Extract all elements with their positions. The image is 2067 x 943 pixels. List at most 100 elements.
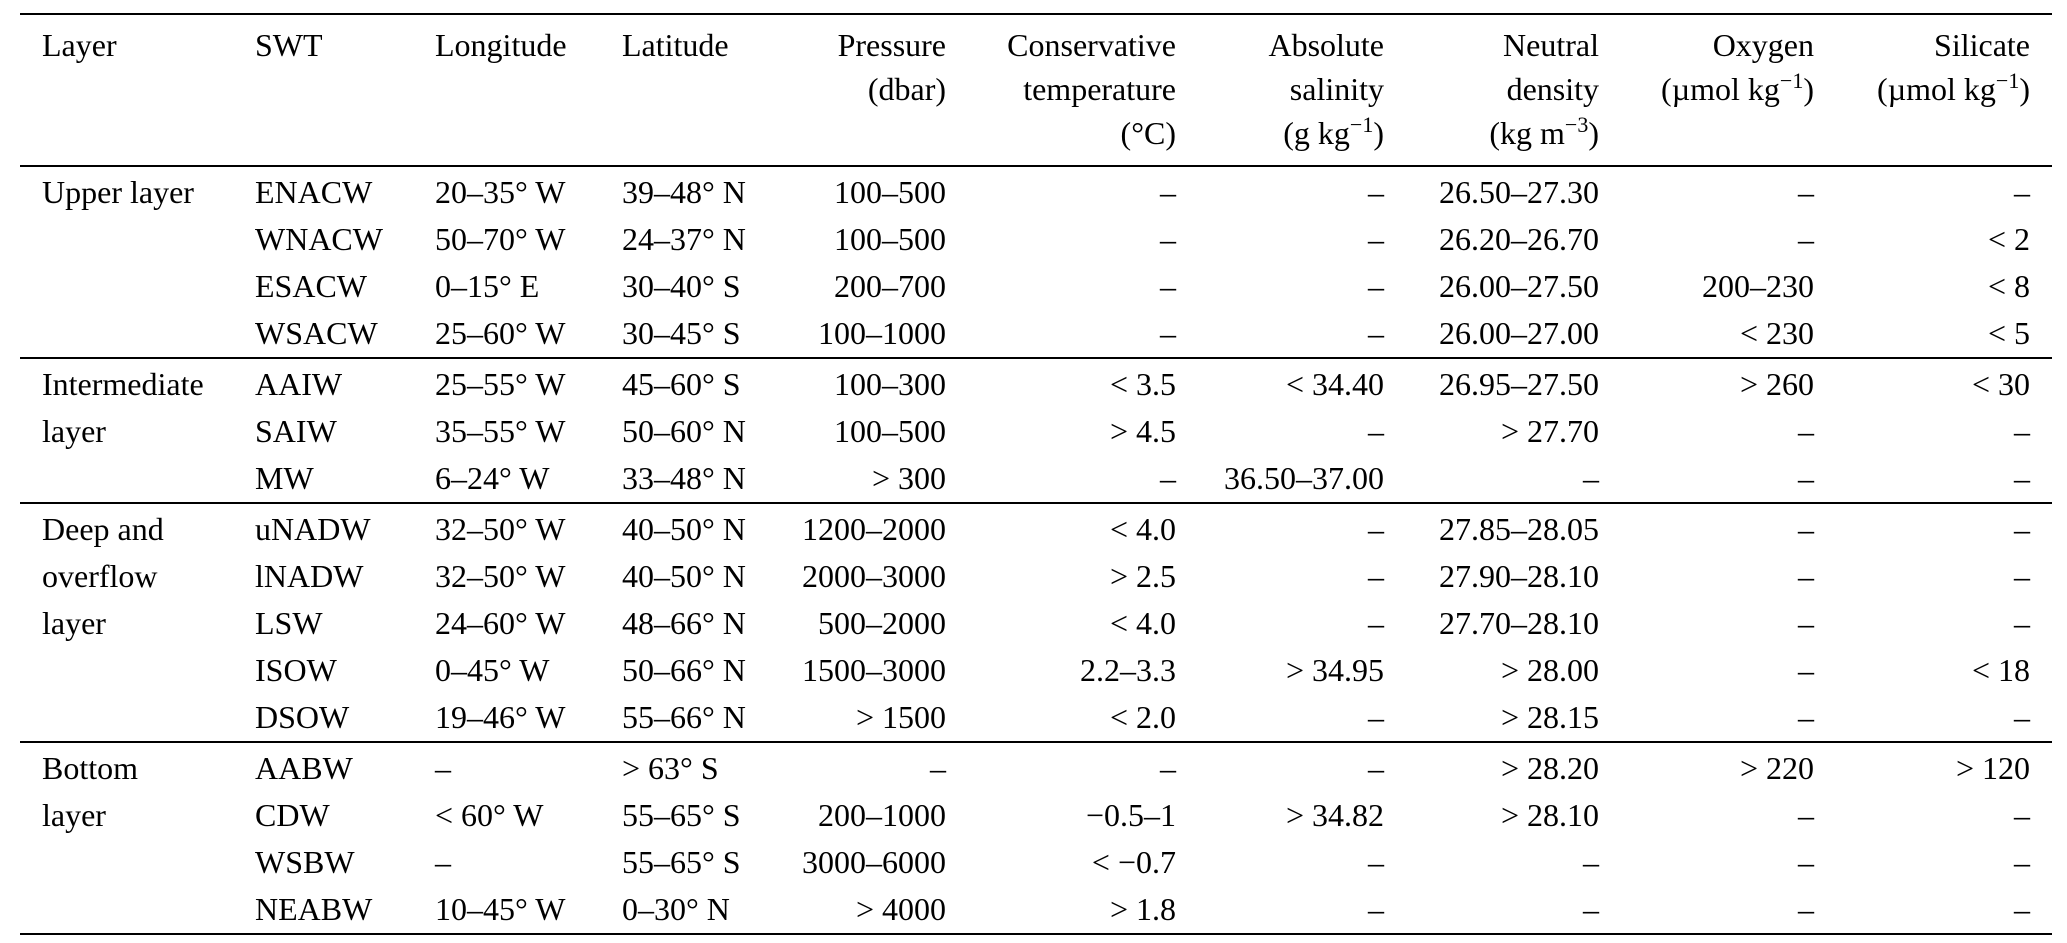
cell-salinity: – — [1368, 558, 1384, 594]
cell-silicate: – — [2014, 844, 2030, 880]
cell-longitude: 0–45° W — [435, 652, 550, 688]
cell-longitude: – — [435, 750, 451, 786]
cell-salinity: – — [1368, 268, 1384, 304]
layer-group-bottom: Bottom layer AABW – > 63° S – – – > 28.20 > 220 >… — [20, 742, 2052, 934]
cell-swt: ESACW — [255, 268, 367, 304]
cell-salinity: – — [1368, 844, 1384, 880]
cell-swt: AABW — [255, 750, 353, 786]
header-line: Pressure — [765, 23, 946, 67]
table-row: Deep and overflow layer uNADW 32–50° W 40–5… — [20, 503, 2052, 641]
cell-temperature: – — [1160, 221, 1176, 257]
cell-silicate: < 30 — [1971, 366, 2030, 402]
header-text: ) — [2019, 71, 2030, 107]
cell-density: > 28.20 — [1500, 750, 1599, 786]
table-row: ISOW 0–45° W 50–66° N 1500–3000 2.2–3.3 > 34.… — [20, 647, 2052, 694]
header-line: SWT — [255, 23, 435, 67]
cell-latitude: 40–50° N — [622, 558, 746, 594]
cell-longitude: 32–50° W — [435, 558, 566, 594]
cell-pressure: 1500–3000 — [802, 652, 946, 688]
table-row: WSBW – 55–65° S 3000–6000 < −0.7 – – – – — [20, 839, 2052, 886]
cell-swt: LSW — [255, 605, 323, 641]
cell-latitude: 24–37° N — [622, 221, 746, 257]
cell-longitude: – — [435, 844, 451, 880]
col-header-pressure: Pressure (dbar) — [765, 14, 950, 166]
header-text: ) — [1803, 71, 1814, 107]
cell-pressure: – — [930, 750, 946, 786]
cell-temperature: < 2.0 — [1109, 699, 1176, 735]
cell-swt: WSACW — [255, 315, 378, 351]
col-header-salinity: Absolute salinity (g kg−1) — [1180, 14, 1388, 166]
table-row: lNADW 32–50° W 40–50° N 2000–3000 > 2.5 – 27.9… — [20, 553, 2052, 600]
cell-oxygen: – — [1798, 891, 1814, 927]
cell-oxygen: – — [1798, 221, 1814, 257]
cell-latitude: 0–30° N — [622, 891, 730, 927]
header-line: temperature — [950, 67, 1176, 111]
header-text: (µmol kg — [1661, 71, 1780, 107]
header-text: Neutral — [1503, 27, 1599, 63]
cell-density: – — [1583, 460, 1599, 496]
water-mass-properties-table: Layer SWT Longitude Latitude Pressure (dbar) C… — [20, 13, 2052, 935]
cell-oxygen: – — [1798, 605, 1814, 641]
cell-density: > 28.00 — [1500, 652, 1599, 688]
cell-silicate: – — [2014, 699, 2030, 735]
cell-oxygen: – — [1798, 797, 1814, 833]
cell-longitude: < 60° W — [435, 797, 544, 833]
col-header-density: Neutral density (kg m−3) — [1388, 14, 1603, 166]
cell-density: 26.95–27.50 — [1439, 366, 1599, 402]
col-header-longitude: Longitude — [435, 14, 622, 166]
cell-pressure: > 4000 — [855, 891, 946, 927]
cell-temperature: < 4.0 — [1109, 605, 1176, 641]
header-text: Silicate — [1934, 27, 2030, 63]
cell-oxygen: < 230 — [1739, 315, 1814, 351]
header-line: Conservative — [950, 23, 1176, 67]
cell-swt: MW — [255, 460, 314, 496]
cell-pressure: 200–1000 — [818, 797, 946, 833]
header-text: density — [1506, 71, 1599, 107]
header-text: ) — [1588, 115, 1599, 151]
cell-swt: NEABW — [255, 891, 373, 927]
header-text: (kg m — [1489, 115, 1565, 151]
cell-density: 26.20–26.70 — [1439, 221, 1599, 257]
cell-density: – — [1583, 891, 1599, 927]
cell-latitude: 33–48° N — [622, 460, 746, 496]
header-line: Layer — [42, 23, 255, 67]
layer-group-intermediate: Intermediate layer AAIW 25–55° W 45–60° S 10… — [20, 358, 2052, 503]
cell-salinity: > 34.95 — [1285, 652, 1384, 688]
cell-oxygen: 200–230 — [1702, 268, 1814, 304]
table-row: Intermediate layer AAIW 25–55° W 45–60° S 10… — [20, 358, 2052, 449]
cell-silicate: < 5 — [1987, 315, 2030, 351]
header-line: Oxygen — [1603, 23, 1814, 67]
cell-pressure: 2000–3000 — [802, 558, 946, 594]
cell-swt: ENACW — [255, 174, 373, 210]
cell-layer: Deep and overflow layer — [42, 511, 164, 641]
cell-pressure: 100–500 — [834, 174, 946, 210]
cell-salinity: – — [1368, 891, 1384, 927]
cell-latitude: 50–60° N — [622, 413, 746, 449]
header-line: (µmol kg−1) — [1877, 68, 2030, 108]
header-text: SWT — [255, 27, 323, 63]
header-line: (µmol kg−1) — [1661, 68, 1814, 108]
header-text: salinity — [1289, 71, 1384, 107]
cell-density: > 28.15 — [1500, 699, 1599, 735]
header-line: density — [1388, 67, 1599, 111]
cell-density: – — [1583, 844, 1599, 880]
cell-latitude: 55–66° N — [622, 699, 746, 735]
cell-silicate: – — [2014, 891, 2030, 927]
cell-temperature: – — [1160, 174, 1176, 210]
cell-temperature: > 4.5 — [1109, 413, 1176, 449]
table-row: NEABW 10–45° W 0–30° N > 4000 > 1.8 – – – – — [20, 886, 2052, 934]
layer-group-upper: Upper layer ENACW 20–35° W 39–48° N 100–500 –… — [20, 166, 2052, 358]
table-row: ESACW 0–15° E 30–40° S 200–700 – – 26.00–27.50… — [20, 263, 2052, 310]
cell-salinity: – — [1368, 174, 1384, 210]
layer-group-deep: Deep and overflow layer uNADW 32–50° W 40–5… — [20, 503, 2052, 742]
table-header: Layer SWT Longitude Latitude Pressure (dbar) C… — [20, 14, 2052, 166]
header-text: temperature — [1023, 71, 1176, 107]
cell-salinity: – — [1368, 413, 1384, 449]
cell-density: 26.00–27.50 — [1439, 268, 1599, 304]
cell-oxygen: > 260 — [1739, 366, 1814, 402]
cell-swt: WSBW — [255, 844, 355, 880]
cell-salinity: – — [1368, 750, 1384, 786]
col-header-latitude: Latitude — [622, 14, 765, 166]
cell-pressure: > 1500 — [855, 699, 946, 735]
